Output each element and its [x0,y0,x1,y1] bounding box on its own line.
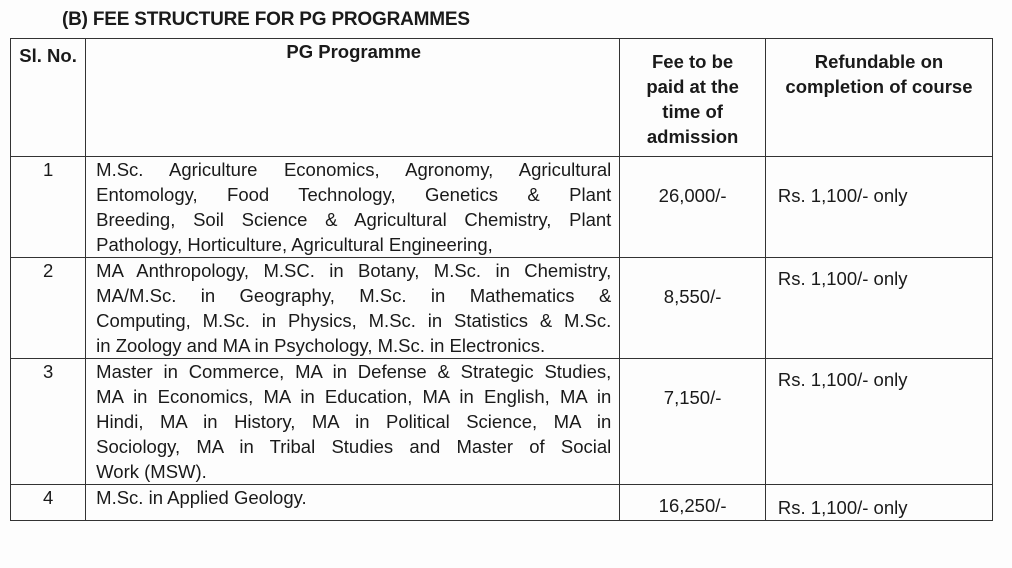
programme-line: Breeding, Soil Science & Agricultural Ch… [96,209,612,230]
sl-no-cell: 4 [9,484,87,521]
header-sl-no: Sl. No. [9,38,87,157]
fee-cell: 8,550/- [619,257,766,359]
programme-line: MA Anthropology, M.SC. in Botany, M.Sc. … [96,260,612,281]
programme-line: Computing, M.Sc. in Physics, M.Sc. in St… [96,310,612,331]
header-refundable-line: completion of course [785,76,973,97]
table-row: 1 M.Sc. Agriculture Economics, Agronomy, … [9,156,994,258]
refundable-cell: Rs. 1,100/- only [764,257,994,359]
fee-cell: 16,250/- [619,484,766,521]
programme-line: M.Sc. in Applied Geology. [96,487,307,508]
programme-line: Master in Commerce, MA in Defense & Stra… [96,361,612,382]
sl-no-cell: 2 [9,257,87,359]
fee-cell: 26,000/- [619,156,766,258]
programme-cell: Master in Commerce, MA in Defense & Stra… [85,358,621,485]
refundable-cell: Rs. 1,100/- only [764,484,994,521]
programme-line: Sociology, MA in Tribal Studies and Mast… [96,436,612,457]
programme-line: MA in Economics, MA in Education, MA in … [96,386,612,407]
table-row: 3 Master in Commerce, MA in Defense & Str… [9,358,994,485]
refundable-cell: Rs. 1,100/- only [764,358,994,485]
programme-line: Pathology, Horticulture, Agricultural En… [96,234,493,255]
table-row: 4 M.Sc. in Applied Geology. 16,250/- Rs. 1,… [9,484,994,521]
sl-no-cell: 3 [9,358,87,485]
programme-line: in Zoology and MA in Psychology, M.Sc. i… [96,335,546,356]
header-refundable-line: Refundable on [814,51,944,72]
sl-no-cell: 1 [9,156,87,258]
header-fee-line: paid at the [646,76,739,97]
header-fee-line: admission [646,126,739,147]
programme-cell: MA Anthropology, M.SC. in Botany, M.Sc. … [85,257,621,359]
programme-line: Entomology, Food Technology, Genetics & … [96,184,612,205]
fee-cell: 7,150/- [619,358,766,485]
programme-cell: M.Sc. Agriculture Economics, Agronomy, A… [85,156,621,258]
header-fee-line: time of [662,101,723,122]
header-programme: PG Programme [85,38,621,157]
programme-line: Work (MSW). [96,461,207,482]
table-row: 2 MA Anthropology, M.SC. in Botany, M.Sc.… [9,257,994,359]
section-title: (B) FEE STRUCTURE FOR PG PROGRAMMES [62,9,470,30]
programme-line: Hindi, MA in History, MA in Political Sc… [96,411,612,432]
refundable-cell: Rs. 1,100/- only [764,156,994,258]
header-fee: Fee to be paid at the time of admission [619,38,766,157]
header-refundable: Refundable on completion of course [764,38,994,157]
fee-table: Sl. No. PG Programme Fee to be paid at t… [9,38,994,521]
programme-cell: M.Sc. in Applied Geology. [85,484,621,521]
programme-line: M.Sc. Agriculture Economics, Agronomy, A… [96,159,612,180]
header-fee-line: Fee to be [652,51,734,72]
programme-line: MA/M.Sc. in Geography, M.Sc. in Mathemat… [96,285,612,306]
header-row: Sl. No. PG Programme Fee to be paid at t… [9,38,994,157]
